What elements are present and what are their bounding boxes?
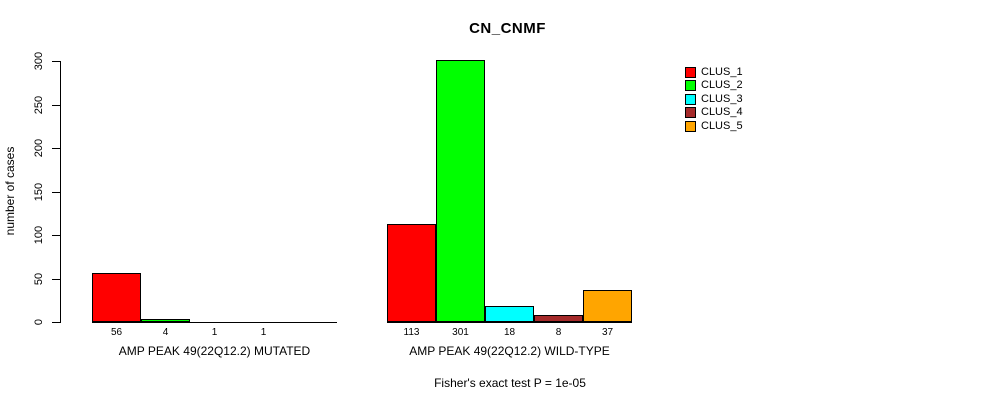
legend-color-swatch xyxy=(685,120,696,132)
bar-count-label: 301 xyxy=(452,327,469,338)
group-baseline xyxy=(92,322,337,323)
y-tick-label: 300 xyxy=(33,51,45,71)
bar-count-label: 4 xyxy=(162,327,169,338)
legend-item: CLUS_1 xyxy=(685,66,743,79)
bar-CLUS_3 xyxy=(485,306,534,322)
legend-color-swatch xyxy=(685,107,696,119)
y-tick-label: 200 xyxy=(33,138,45,158)
bar-count-label: 37 xyxy=(601,327,614,338)
legend-item: CLUS_4 xyxy=(685,106,743,119)
legend-item: CLUS_3 xyxy=(685,93,743,106)
y-tick-mark xyxy=(52,61,60,62)
bar-CLUS_2 xyxy=(436,60,485,322)
legend-item-label: CLUS_4 xyxy=(701,106,743,119)
y-tick-label: 100 xyxy=(33,225,45,245)
legend-item-label: CLUS_2 xyxy=(701,79,743,92)
bar-count-label: 1 xyxy=(260,327,267,338)
y-tick-label: 250 xyxy=(33,95,45,114)
y-axis-line xyxy=(60,61,61,323)
y-tick-label: 150 xyxy=(33,182,45,201)
group-axis-label: AMP PEAK 49(22Q12.2) MUTATED xyxy=(118,344,311,358)
bar-count-label: 8 xyxy=(555,327,562,338)
bar-CLUS_5 xyxy=(583,289,632,322)
y-tick-label: 0 xyxy=(33,318,45,326)
y-tick-mark xyxy=(52,278,60,280)
legend-color-swatch xyxy=(685,80,696,92)
y-tick-mark xyxy=(52,322,60,323)
fisher-test-annotation: Fisher's exact test P = 1e-05 xyxy=(434,376,586,390)
y-tick-mark xyxy=(52,235,60,236)
legend-color-swatch xyxy=(685,93,696,105)
group-axis-label: AMP PEAK 49(22Q12.2) WILD-TYPE xyxy=(409,344,610,358)
legend-item-label: CLUS_1 xyxy=(701,66,743,78)
legend-item-label: CLUS_3 xyxy=(701,92,743,105)
legend-color-swatch xyxy=(685,67,696,78)
bar-CLUS_4 xyxy=(534,315,583,322)
bar-count-label: 113 xyxy=(403,327,420,338)
bar-CLUS_1 xyxy=(387,223,436,322)
bar-CLUS_1 xyxy=(92,273,141,322)
legend-item-label: CLUS_5 xyxy=(701,119,743,132)
y-tick-mark xyxy=(52,191,60,193)
bar-CLUS_2 xyxy=(141,318,190,322)
bar-count-label: 1 xyxy=(211,327,218,338)
y-tick-mark xyxy=(52,104,60,106)
bar-count-label: 18 xyxy=(503,327,516,338)
legend-item: CLUS_2 xyxy=(685,79,743,92)
y-axis-label: number of cases xyxy=(3,146,17,236)
chart-title: CN_CNMF xyxy=(469,20,546,37)
group-baseline xyxy=(387,322,632,323)
y-tick-label: 50 xyxy=(33,272,45,285)
legend-item: CLUS_5 xyxy=(685,120,743,133)
bar-count-label: 56 xyxy=(110,327,123,338)
y-tick-mark xyxy=(52,148,60,149)
